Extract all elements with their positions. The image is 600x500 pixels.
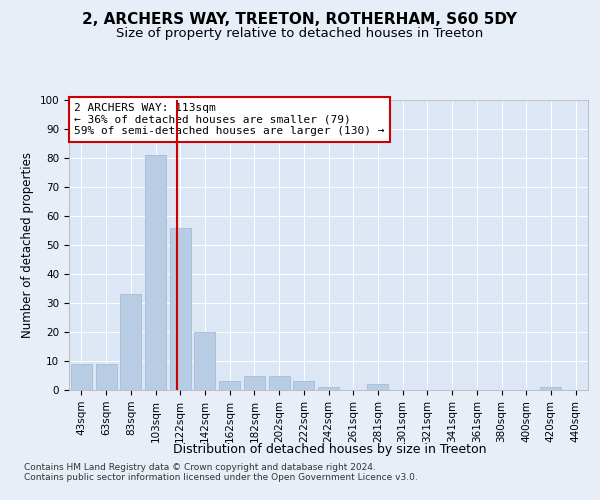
Text: Contains HM Land Registry data © Crown copyright and database right 2024.
Contai: Contains HM Land Registry data © Crown c… [24, 462, 418, 482]
Y-axis label: Number of detached properties: Number of detached properties [21, 152, 34, 338]
Bar [194, 332, 215, 390]
Text: 2, ARCHERS WAY, TREETON, ROTHERHAM, S60 5DY: 2, ARCHERS WAY, TREETON, ROTHERHAM, S60 … [83, 12, 517, 28]
Text: Size of property relative to detached houses in Treeton: Size of property relative to detached ho… [116, 28, 484, 40]
Bar [145, 155, 166, 390]
Bar [95, 364, 116, 390]
Text: Distribution of detached houses by size in Treeton: Distribution of detached houses by size … [173, 442, 487, 456]
Bar [318, 387, 339, 390]
Bar [120, 294, 141, 390]
Bar [541, 387, 562, 390]
Bar [170, 228, 191, 390]
Bar [293, 382, 314, 390]
Text: 2 ARCHERS WAY: 113sqm
← 36% of detached houses are smaller (79)
59% of semi-deta: 2 ARCHERS WAY: 113sqm ← 36% of detached … [74, 103, 385, 136]
Bar [269, 376, 290, 390]
Bar [244, 376, 265, 390]
Bar [367, 384, 388, 390]
Bar [71, 364, 92, 390]
Bar [219, 382, 240, 390]
